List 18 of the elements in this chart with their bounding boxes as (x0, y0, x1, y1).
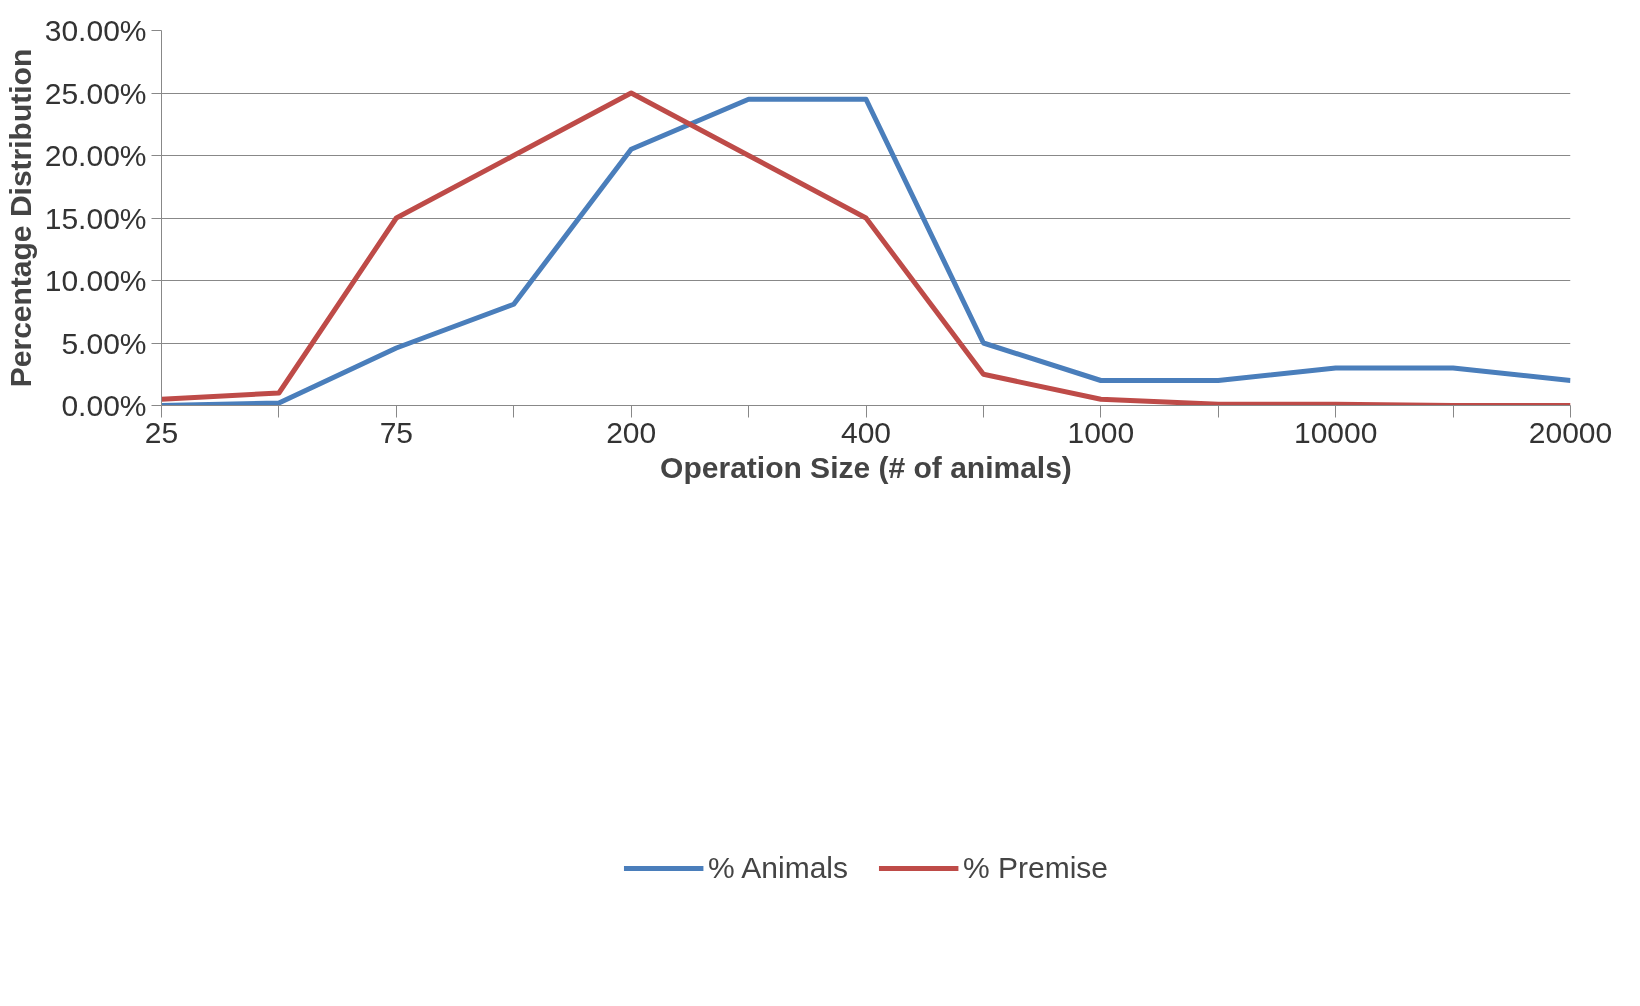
x-tick-label: 75 (379, 415, 414, 449)
x-tick-label: 10000 (1293, 415, 1378, 449)
y-tick-label: 0.00% (61, 389, 147, 422)
y-tick-label: 20.00% (44, 139, 147, 172)
y-tick-label: 5.00% (61, 326, 147, 360)
x-tick-label: 200 (606, 415, 657, 449)
x-tick-label: 400 (840, 415, 892, 449)
legend-label: % Premise (963, 850, 1109, 885)
y-axis-title: Percentage Distribution (3, 48, 37, 388)
x-tick-label: 20000 (1528, 415, 1613, 449)
y-tick-label: 10.00% (44, 264, 147, 297)
y-tick-label: 30.00% (44, 14, 147, 47)
x-axis-title: Operation Size (# of animals) (660, 450, 1072, 484)
legend-label: % Animals (707, 850, 849, 885)
x-tick-label: 25 (144, 415, 179, 449)
y-tick-label: 25.00% (44, 76, 147, 110)
y-tick-label: 15.00% (44, 201, 147, 235)
x-tick-label: 1000 (1067, 415, 1135, 449)
